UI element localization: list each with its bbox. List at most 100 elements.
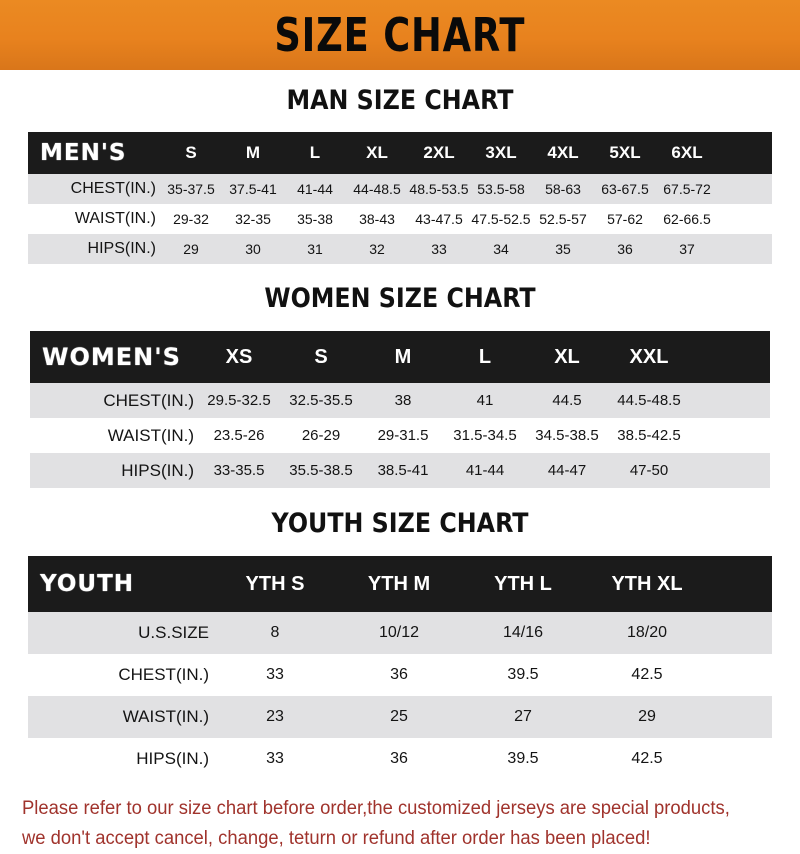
table-cell: 36 xyxy=(390,750,408,767)
table-row: CHEST(IN.) 29.5-32.5 32.5-35.5 38 41 44.5 44.5… xyxy=(30,383,770,418)
women-size-header-xxl: XXL xyxy=(629,345,669,368)
table-cell: 39.5 xyxy=(507,666,539,683)
table-cell: 47.5-52.5 xyxy=(471,211,531,227)
table-cell: 36 xyxy=(390,666,408,683)
table-cell: 38 xyxy=(394,392,412,409)
youth-header-row: YOUTH YTH S YTH M YTH L YTH XL xyxy=(28,556,772,612)
men-size-header-l: L xyxy=(309,143,321,162)
table-cell: 42.5 xyxy=(631,666,663,683)
table-cell: 44.5-48.5 xyxy=(617,392,681,409)
youth-size-header-yth-s: YTH S xyxy=(245,572,305,595)
table-cell: 44-47 xyxy=(547,462,587,479)
youth-size-table: YOUTH YTH S YTH M YTH L YTH XL U.S.SIZE 8 10/12… xyxy=(28,556,772,780)
footer-notice-line-1: Please refer to our size chart before or… xyxy=(22,798,730,819)
table-cell: 25 xyxy=(390,708,408,725)
men-size-header-5xl: 5XL xyxy=(609,143,641,162)
table-cell: 27 xyxy=(514,708,532,725)
youth-size-header-yth-xl: YTH XL xyxy=(611,572,683,595)
table-cell: 34 xyxy=(493,241,509,257)
table-row: HIPS(IN.) 33 36 39.5 42.5 xyxy=(28,738,772,780)
table-cell: 36 xyxy=(617,241,633,257)
table-cell: 41-44 xyxy=(297,181,333,197)
table-cell: 38.5-41 xyxy=(377,462,429,479)
women-size-header-xs: XS xyxy=(225,345,253,368)
men-size-header-2xl: 2XL xyxy=(423,143,455,162)
men-header-label: MEN'S xyxy=(40,140,127,166)
men-row-label: HIPS(IN.) xyxy=(87,240,156,257)
men-size-section: MAN SIZE CHART MEN'S S M L XL 2XL 3XL 4XL 5XL 6XL… xyxy=(0,70,800,264)
table-cell: 38-43 xyxy=(359,211,395,227)
youth-row-label: U.S.SIZE xyxy=(138,623,209,642)
men-size-header-4xl: 4XL xyxy=(547,143,579,162)
table-cell: 32-35 xyxy=(235,211,271,227)
table-cell: 38.5-42.5 xyxy=(617,427,681,444)
women-row-label: CHEST(IN.) xyxy=(103,390,194,410)
table-cell: 31.5-34.5 xyxy=(453,427,517,444)
men-size-header-xl: XL xyxy=(366,143,388,162)
table-row: HIPS(IN.) 33-35.5 35.5-38.5 38.5-41 41-44 44-… xyxy=(30,453,770,488)
women-size-header-m: M xyxy=(394,345,412,368)
table-cell: 29 xyxy=(638,708,656,725)
women-header-label: WOMEN'S xyxy=(42,343,181,371)
table-cell: 32.5-35.5 xyxy=(289,392,353,409)
table-cell: 29 xyxy=(183,241,199,257)
women-size-header-xl: XL xyxy=(554,345,580,368)
table-cell: 53.5-58 xyxy=(477,181,525,197)
table-cell: 8 xyxy=(270,624,280,641)
youth-header-label: YOUTH xyxy=(40,571,135,597)
footer-notice-line-2: we don't accept cancel, change, teturn o… xyxy=(22,828,651,849)
table-cell: 48.5-53.5 xyxy=(409,181,469,197)
table-cell: 35-37.5 xyxy=(167,181,215,197)
women-header-row: WOMEN'S XS S M L XL XXL xyxy=(30,331,770,383)
men-size-header-m: M xyxy=(245,143,261,162)
table-cell: 41 xyxy=(476,392,494,409)
youth-section-title: YOUTH SIZE CHART xyxy=(271,508,529,539)
table-cell: 29.5-32.5 xyxy=(207,392,271,409)
table-cell: 14/16 xyxy=(502,624,544,641)
table-row: U.S.SIZE 8 10/12 14/16 18/20 xyxy=(28,612,772,654)
table-cell: 41-44 xyxy=(465,462,505,479)
table-cell: 32 xyxy=(369,241,385,257)
table-cell: 26-29 xyxy=(301,427,341,444)
women-row-label: HIPS(IN.) xyxy=(121,460,194,480)
youth-size-header-yth-m: YTH M xyxy=(367,572,431,595)
table-cell: 23 xyxy=(266,708,284,725)
youth-row-label: WAIST(IN.) xyxy=(122,707,209,726)
table-cell: 37.5-41 xyxy=(229,181,277,197)
table-cell: 33 xyxy=(431,241,447,257)
table-cell: 35 xyxy=(555,241,571,257)
table-cell: 42.5 xyxy=(631,750,663,767)
table-cell: 43-47.5 xyxy=(415,211,463,227)
table-cell: 57-62 xyxy=(607,211,643,227)
table-cell: 52.5-57 xyxy=(539,211,587,227)
page-banner: SIZE CHART xyxy=(0,0,800,70)
table-row: WAIST(IN.) 23 25 27 29 xyxy=(28,696,772,738)
youth-row-label: HIPS(IN.) xyxy=(136,749,209,768)
table-cell: 33-35.5 xyxy=(213,462,265,479)
youth-size-header-yth-l: YTH L xyxy=(494,572,552,595)
men-size-header-3xl: 3XL xyxy=(485,143,517,162)
table-cell: 29-32 xyxy=(173,211,209,227)
women-size-header-s: S xyxy=(314,345,328,368)
page-title: SIZE CHART xyxy=(274,8,526,62)
table-row: HIPS(IN.) 29 30 31 32 33 34 35 36 37 xyxy=(28,234,772,264)
table-cell: 33 xyxy=(266,666,284,683)
youth-row-label: CHEST(IN.) xyxy=(118,665,209,684)
footer-notice: Please refer to our size chart before or… xyxy=(0,780,800,854)
men-header-row: MEN'S S M L XL 2XL 3XL 4XL 5XL 6XL xyxy=(28,132,772,174)
table-cell: 44.5 xyxy=(552,392,582,409)
women-size-header-l: L xyxy=(478,345,492,368)
table-cell: 30 xyxy=(245,241,261,257)
table-cell: 62-66.5 xyxy=(663,211,711,227)
women-size-table: WOMEN'S XS S M L XL XXL CHEST(IN.) 29.5-32.5 32.5… xyxy=(30,331,770,488)
table-cell: 10/12 xyxy=(378,624,420,641)
women-row-label: WAIST(IN.) xyxy=(107,425,194,445)
youth-size-section: YOUTH SIZE CHART YOUTH YTH S YTH M YTH L YTH… xyxy=(0,488,800,780)
table-cell: 35-38 xyxy=(297,211,333,227)
table-cell: 58-63 xyxy=(545,181,581,197)
women-size-section: WOMEN SIZE CHART WOMEN'S XS S M L XL XXL CHEST(… xyxy=(0,264,800,488)
table-row: CHEST(IN.) 35-37.5 37.5-41 41-44 44-48.5 48.5… xyxy=(28,174,772,204)
table-cell: 31 xyxy=(307,241,323,257)
table-cell: 23.5-26 xyxy=(213,427,265,444)
table-cell: 47-50 xyxy=(629,462,669,479)
